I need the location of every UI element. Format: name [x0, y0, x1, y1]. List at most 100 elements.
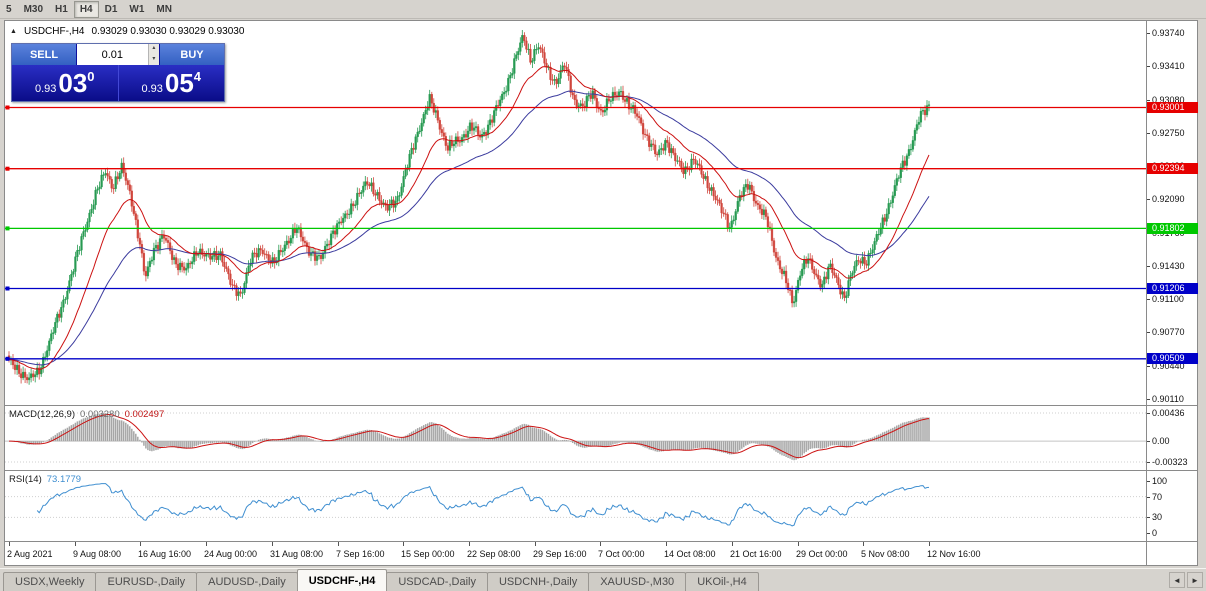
rsi-name: RSI(14)	[9, 474, 42, 485]
hline-price-badge: 0.92394	[1147, 163, 1198, 174]
time-axis-label: 2 Aug 2021	[7, 549, 53, 559]
time-axis-label: 12 Nov 16:00	[927, 549, 981, 559]
timeframe-button-m30[interactable]: M30	[23, 3, 44, 15]
hline-handle[interactable]	[5, 105, 10, 110]
time-axis[interactable]: 2 Aug 2021 9 Aug 08:00 16 Aug 16:00 24 Aug …	[5, 542, 1146, 565]
macd-pane[interactable]: MACD(12,26,9) 0.003280 0.002497	[5, 406, 1146, 470]
sell-price-digits: 03	[58, 68, 88, 98]
macd-axis-tickmark	[1147, 413, 1150, 414]
volume-decrease-button[interactable]: ▾	[148, 54, 159, 65]
macd-name: MACD(12,26,9)	[9, 409, 75, 420]
macd-signal-line	[9, 414, 930, 459]
time-axis-tickmark	[929, 542, 930, 546]
buy-button[interactable]: BUY	[160, 44, 224, 65]
time-axis-tickmark	[535, 542, 536, 546]
time-axis-label: 7 Sep 16:00	[336, 549, 385, 559]
chart-tab-ukoil-h4[interactable]: UKOil-,H4	[685, 572, 759, 591]
time-axis-label: 29 Sep 16:00	[533, 549, 587, 559]
price-axis-tickmark	[1147, 266, 1150, 267]
rsi-axis-label: 0	[1152, 528, 1158, 538]
hline-handle[interactable]	[5, 356, 10, 361]
timeframe-button-5[interactable]: 5	[6, 3, 12, 15]
hline-handle[interactable]	[5, 226, 10, 231]
time-axis-label: 9 Aug 08:00	[73, 549, 122, 559]
chart-tab-usdx-weekly[interactable]: USDX,Weekly	[3, 572, 97, 591]
hline-price-badge: 0.93001	[1147, 102, 1198, 113]
chart-tab-usdcnh-daily[interactable]: USDCNH-,Daily	[486, 572, 590, 591]
volume-input[interactable]	[77, 44, 148, 65]
time-axis-label: 29 Oct 00:00	[796, 549, 848, 559]
chart-tab-audusd-daily[interactable]: AUDUSD-,Daily	[196, 572, 298, 591]
time-axis-tickmark	[75, 542, 76, 546]
timeframe-button-h1[interactable]: H1	[55, 3, 68, 15]
macd-axis-label: 0.00436	[1152, 408, 1185, 418]
time-axis-label: 24 Aug 00:00	[204, 549, 258, 559]
macd-label: MACD(12,26,9) 0.003280 0.002497	[9, 409, 164, 420]
price-axis-tickmark	[1147, 133, 1150, 134]
price-axis-tick: 0.90110	[1152, 394, 1184, 404]
timeframe-button-w1[interactable]: W1	[129, 3, 145, 15]
timeframe-button-h4[interactable]: H4	[73, 0, 99, 18]
rsi-pane[interactable]: RSI(14) 73.1779	[5, 471, 1146, 541]
price-chart[interactable]	[5, 21, 1146, 405]
rsi-axis-tickmark	[1147, 481, 1150, 482]
time-axis-tickmark	[338, 542, 339, 546]
pane-separator[interactable]	[5, 470, 1197, 471]
chart-tab-usdchf-h4[interactable]: USDCHF-,H4	[296, 569, 388, 591]
price-axis-tick: 0.90770	[1152, 327, 1185, 337]
macd-chart	[5, 412, 1146, 463]
buy-price-prefix: 0.93	[141, 82, 163, 95]
rsi-value: 73.1779	[46, 474, 82, 485]
rsi-axis-label: 70	[1152, 492, 1163, 502]
timeframe-toolbar: 5 M30 H1 H4 D1 W1 MN	[0, 0, 1206, 19]
price-axis-tick: 0.90440	[1152, 361, 1185, 371]
time-axis-tickmark	[863, 542, 864, 546]
sell-price-pipette: 0	[87, 69, 95, 84]
buy-price-pipette: 4	[193, 69, 202, 84]
price-axis-tickmark	[1147, 100, 1150, 101]
rsi-axis-label: 100	[1152, 476, 1168, 486]
sell-price[interactable]: 0.93 03 0	[12, 65, 119, 101]
price-axis[interactable]: 0.937400.934100.930800.927500.924200.920…	[1146, 21, 1198, 565]
chart-tab-eurusd-daily[interactable]: EURUSD-,Daily	[95, 572, 198, 591]
tabs-scroll-right-button[interactable]: ►	[1187, 572, 1203, 588]
time-axis-tickmark	[600, 542, 601, 546]
tab-scroll-buttons: ◄ ►	[1169, 572, 1203, 588]
time-axis-tickmark	[403, 542, 404, 546]
chart-ohlc-values: 0.93029 0.93030 0.93029 0.93030	[91, 26, 245, 37]
price-axis-tick: 0.91430	[1152, 261, 1185, 271]
price-axis-tick: 0.92750	[1152, 128, 1185, 138]
price-axis-tickmark	[1147, 199, 1150, 200]
timeframe-button-mn[interactable]: MN	[156, 3, 172, 15]
one-click-collapse-icon[interactable]: ▲	[10, 28, 17, 35]
tabs-scroll-left-button[interactable]: ◄	[1169, 572, 1185, 588]
sell-button[interactable]: SELL	[12, 44, 76, 65]
hline-handle[interactable]	[5, 166, 10, 171]
timeframe-button-d1[interactable]: D1	[104, 3, 118, 15]
price-axis-tickmark	[1147, 332, 1150, 333]
price-axis-tick: 0.91100	[1152, 294, 1184, 304]
price-chart-pane[interactable]: ▲ USDCHF-,H4 0.93029 0.93030 0.93029 0.9…	[5, 21, 1146, 405]
chart-tab-xauusd-m30[interactable]: XAUUSD-,M30	[588, 572, 687, 591]
price-axis-tickmark	[1147, 299, 1150, 300]
rsi-axis-tickmark	[1147, 497, 1150, 498]
chart-window: ▲ USDCHF-,H4 0.93029 0.93030 0.93029 0.9…	[4, 20, 1198, 566]
price-axis-tick: 0.93080	[1152, 95, 1185, 105]
volume-increase-button[interactable]: ▴	[148, 44, 159, 55]
rsi-axis-label: 30	[1152, 512, 1163, 522]
ma-slow-line	[9, 90, 930, 366]
time-axis-label: 14 Oct 08:00	[664, 549, 716, 559]
time-axis-tickmark	[206, 542, 207, 546]
hline-handle[interactable]	[5, 286, 10, 291]
chart-tab-bar: USDX,Weekly EURUSD-,Daily AUDUSD-,Daily USD…	[0, 568, 1206, 591]
macd-axis-tickmark	[1147, 441, 1150, 442]
chart-tab-usdcad-daily[interactable]: USDCAD-,Daily	[386, 572, 488, 591]
rsi-line	[36, 483, 930, 527]
time-axis-tickmark	[9, 542, 10, 546]
one-click-trading-panel: SELL ▴ ▾ BUY 0.93030 0.93 0	[11, 43, 225, 102]
buy-price[interactable]: 0.93 05 4	[118, 65, 224, 101]
rsi-axis-tickmark	[1147, 533, 1150, 534]
pane-separator[interactable]	[5, 405, 1197, 406]
time-axis-tickmark	[140, 542, 141, 546]
pane-separator[interactable]	[5, 541, 1197, 542]
